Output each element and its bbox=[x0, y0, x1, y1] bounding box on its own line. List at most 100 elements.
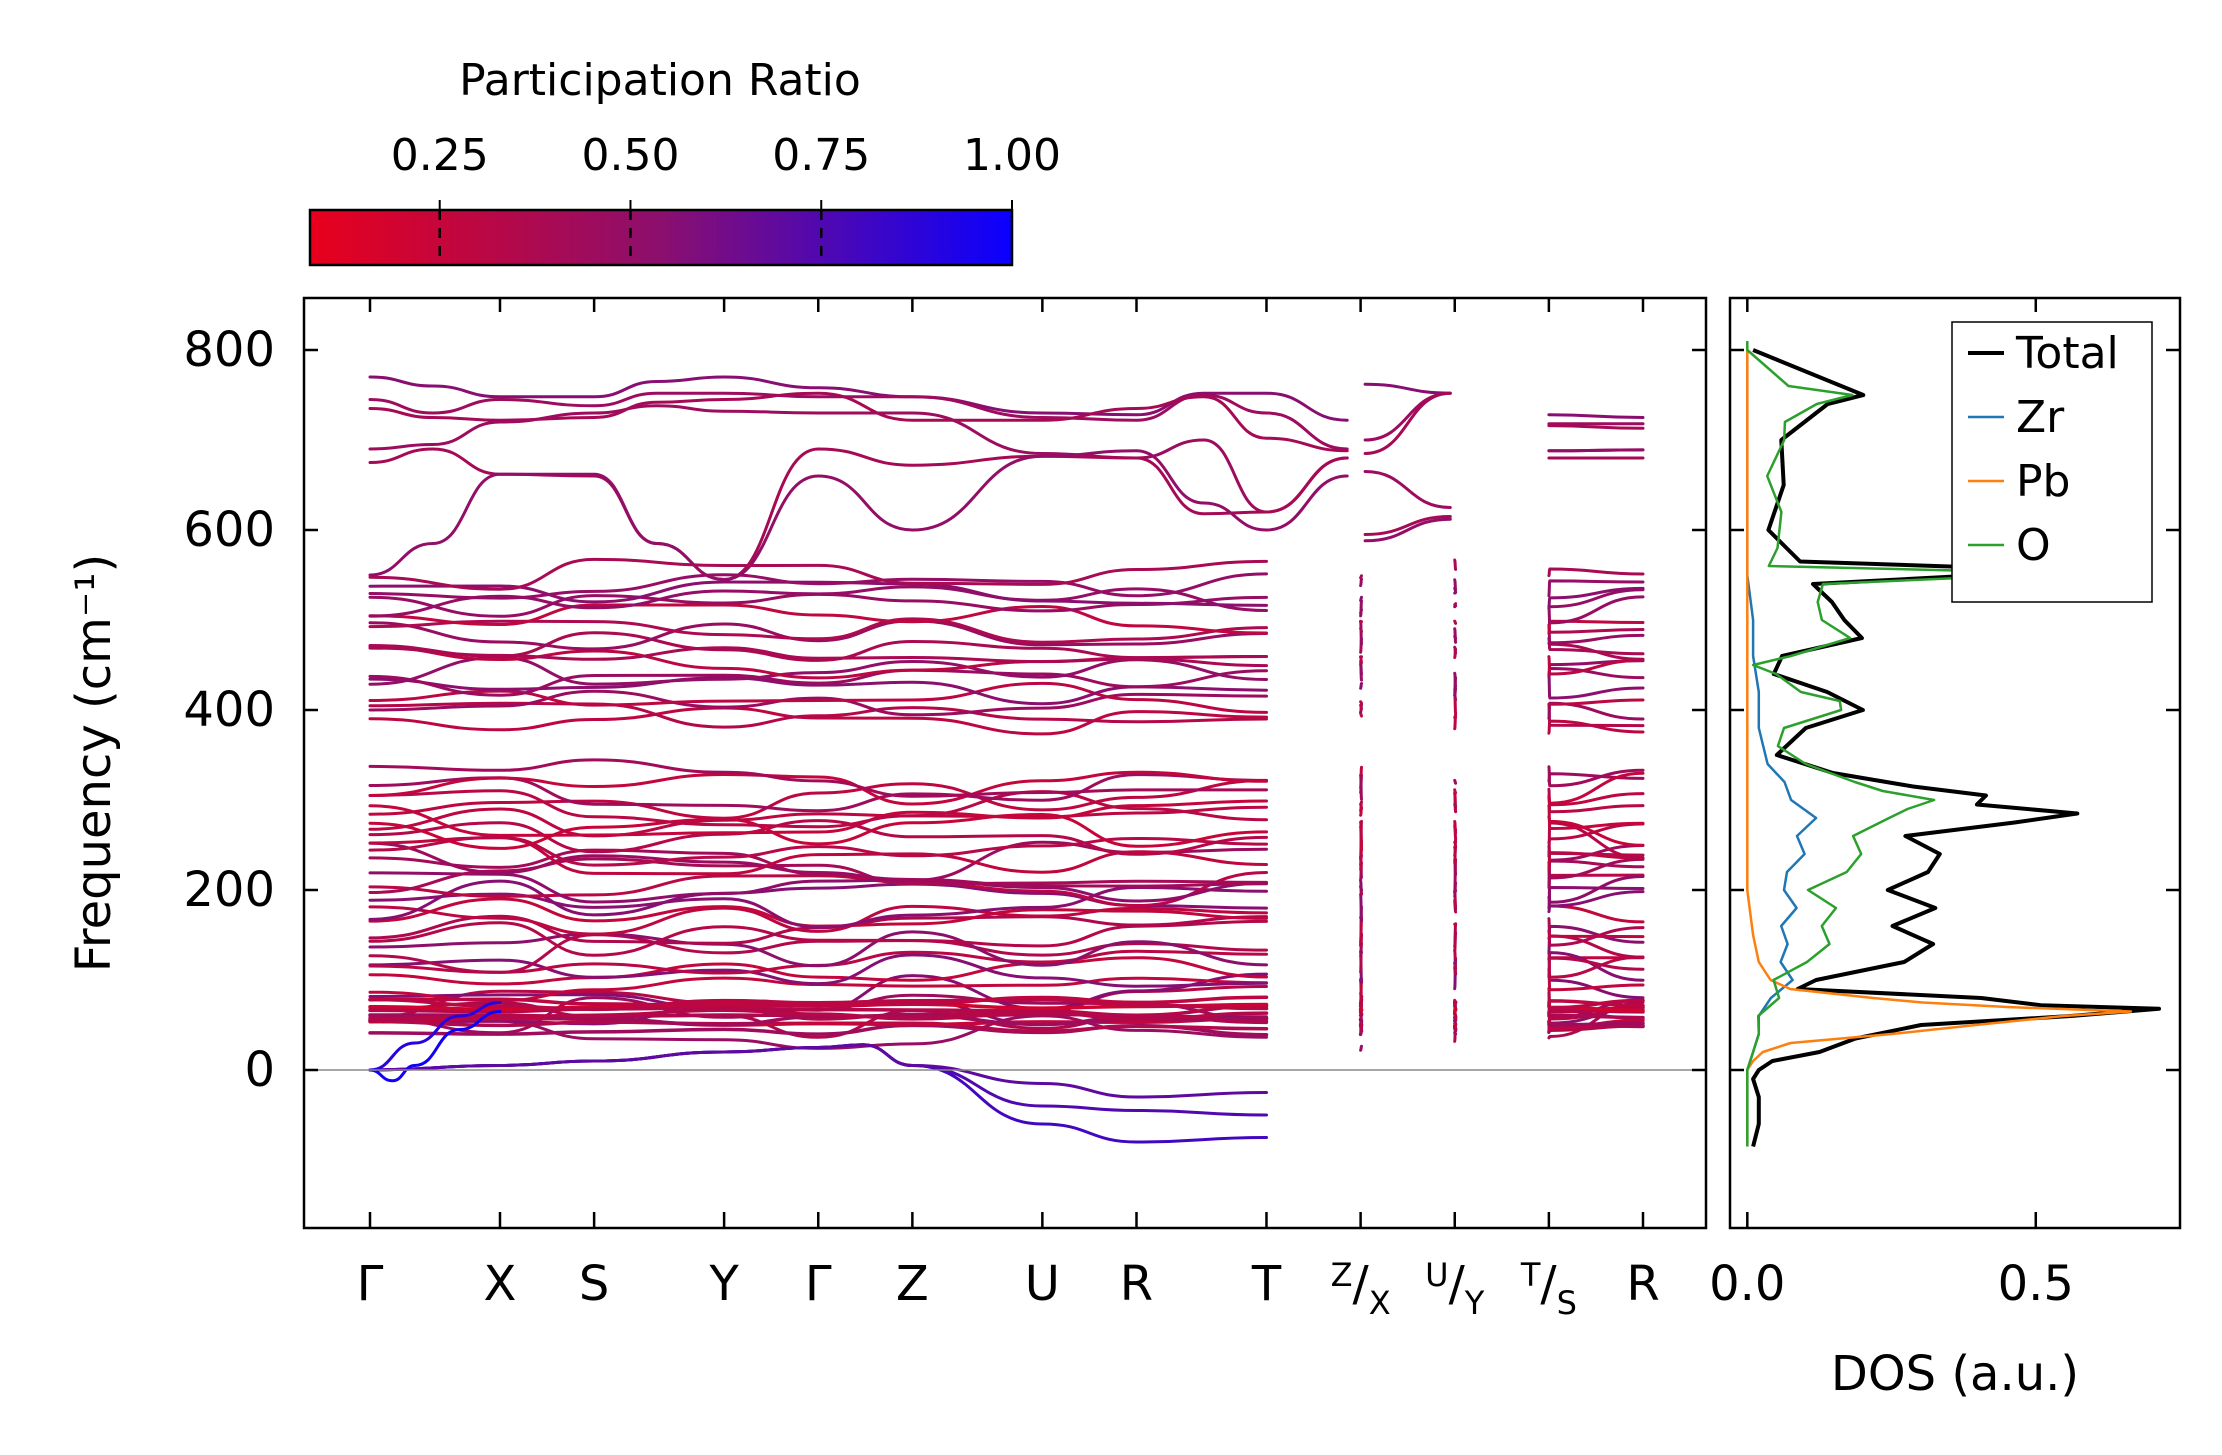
legend-label: Total bbox=[2015, 328, 2119, 379]
colorbar-tick-label: 0.75 bbox=[772, 130, 870, 181]
legend-label: Zr bbox=[2016, 392, 2065, 443]
band-line bbox=[1453, 604, 1458, 609]
band-line bbox=[1547, 567, 1645, 578]
band-line bbox=[368, 1004, 1269, 1017]
band-line bbox=[368, 799, 1268, 837]
band-line bbox=[368, 449, 1349, 582]
x-tick-label: Z/X bbox=[1331, 1256, 1391, 1322]
colorbar-gradient bbox=[308, 208, 1014, 267]
band-line bbox=[1363, 391, 1452, 442]
band-line bbox=[1359, 802, 1363, 810]
band-line bbox=[368, 447, 1349, 582]
band-line bbox=[368, 1016, 1269, 1027]
x-tick-label: Y bbox=[708, 1256, 739, 1312]
band-line bbox=[1547, 623, 1645, 634]
band-line bbox=[368, 758, 1268, 798]
band-line bbox=[1547, 672, 1645, 700]
band-line bbox=[1363, 515, 1452, 536]
band-line bbox=[1453, 791, 1458, 795]
band-line bbox=[1452, 1000, 1458, 1005]
band-line bbox=[1547, 1021, 1645, 1027]
band-line bbox=[368, 812, 1268, 850]
band-line bbox=[1453, 578, 1458, 591]
band-line bbox=[1453, 922, 1458, 948]
band-line bbox=[1359, 885, 1363, 892]
band-line bbox=[1358, 1010, 1364, 1016]
band-line bbox=[1358, 1023, 1364, 1033]
band-line bbox=[368, 789, 1268, 829]
band-line bbox=[368, 949, 1268, 975]
band-line bbox=[368, 668, 1268, 697]
band-line bbox=[1547, 579, 1645, 598]
dos-x-tick-label: 0.0 bbox=[1709, 1256, 1785, 1312]
band-line bbox=[1547, 845, 1645, 857]
band-lines bbox=[368, 375, 1645, 1144]
band-line bbox=[368, 1043, 1268, 1099]
band-line bbox=[368, 646, 1268, 668]
band-line bbox=[1547, 448, 1645, 453]
band-line bbox=[1453, 591, 1458, 595]
band-line bbox=[1547, 588, 1645, 610]
band-line bbox=[368, 655, 1268, 686]
band-line bbox=[1547, 655, 1645, 676]
band-line bbox=[368, 706, 1268, 736]
band-line bbox=[1547, 701, 1645, 721]
band-line bbox=[1547, 999, 1645, 1009]
band-line bbox=[1453, 965, 1458, 975]
band-line bbox=[1453, 959, 1458, 965]
band-line bbox=[1359, 703, 1363, 711]
band-line bbox=[368, 919, 1268, 957]
band-line bbox=[1452, 1022, 1458, 1029]
band-line bbox=[1453, 823, 1458, 835]
band-line bbox=[368, 995, 1269, 1008]
band-line bbox=[1547, 698, 1645, 706]
legend-label: O bbox=[2016, 520, 2051, 571]
x-tick-label: R bbox=[1120, 1256, 1153, 1312]
band-line bbox=[1547, 865, 1645, 904]
x-tick-label: Z bbox=[896, 1256, 929, 1312]
band-line bbox=[368, 1043, 1268, 1117]
y-tick-label: 400 bbox=[183, 682, 275, 738]
x-tick-label: S bbox=[579, 1256, 609, 1312]
band-line bbox=[1359, 949, 1363, 954]
band-line bbox=[1358, 1017, 1364, 1024]
band-line bbox=[368, 953, 1268, 988]
band-line bbox=[1453, 788, 1458, 814]
band-line bbox=[1453, 619, 1458, 625]
band-line bbox=[368, 819, 1268, 856]
band-line bbox=[368, 930, 1268, 968]
band-line bbox=[368, 572, 1268, 600]
y-tick-label: 200 bbox=[183, 862, 275, 918]
x-tick-label: X bbox=[484, 1256, 517, 1312]
band-line bbox=[1453, 922, 1458, 927]
band-line bbox=[368, 770, 1268, 806]
band-line bbox=[368, 1010, 502, 1083]
dos-x-tick-label: 0.5 bbox=[1998, 1256, 2074, 1312]
band-line bbox=[368, 976, 1268, 1003]
band-line bbox=[368, 997, 1269, 1012]
band-line bbox=[1359, 595, 1363, 602]
x-tick-label: U/Y bbox=[1425, 1256, 1485, 1322]
band-line bbox=[1453, 645, 1458, 655]
colorbar-tick-label: 0.25 bbox=[391, 130, 489, 181]
band-line bbox=[1547, 586, 1645, 608]
band-line bbox=[368, 585, 1268, 618]
legend: Total Zr Pb O bbox=[1951, 321, 2153, 603]
band-line bbox=[1452, 1018, 1458, 1023]
band-line bbox=[1547, 822, 1645, 845]
band-structure-panel: 0 200 400 600 800 Γ X S Y Γ Z U R T Z/X U/Y T/S R Frequen… bbox=[66, 296, 1708, 1322]
band-line bbox=[368, 1043, 1268, 1144]
band-line bbox=[368, 404, 1349, 514]
y-tick-label: 0 bbox=[244, 1042, 275, 1098]
band-line bbox=[1547, 890, 1645, 914]
colorbar-ticks: 0.25 0.50 0.75 1.00 bbox=[391, 130, 1061, 265]
band-line bbox=[368, 871, 1268, 904]
dos-axes-frame bbox=[1728, 296, 2182, 1230]
band-line bbox=[368, 956, 1268, 986]
band-line bbox=[1359, 1044, 1363, 1052]
colorbar-label: Participation Ratio bbox=[459, 55, 861, 106]
band-line bbox=[368, 779, 1268, 820]
band-line bbox=[1359, 820, 1363, 844]
band-line bbox=[368, 676, 1268, 706]
